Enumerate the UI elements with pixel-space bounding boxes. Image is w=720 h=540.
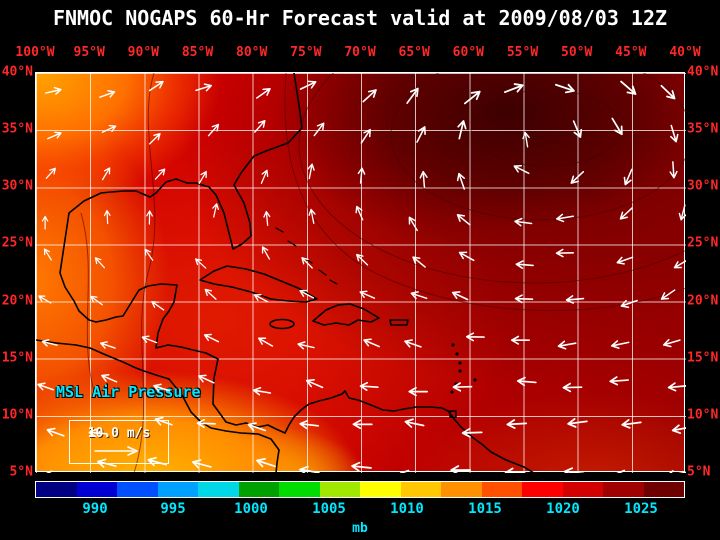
lat-tick-label: 5°N [687, 464, 711, 480]
colorbar-segment [562, 482, 603, 497]
lon-tick-label: 55°W [506, 45, 539, 60]
wind-reference-label: 10.0 m/s [87, 426, 151, 441]
lon-tick-label: 60°W [452, 45, 484, 60]
colorbar-ticks: 990 995 1000 1005 1010 1015 1020 1025 [35, 501, 685, 517]
colorbar-unit: mb [352, 521, 368, 536]
lat-tick-label: 25°N [1, 235, 33, 251]
colorbar-segment [319, 482, 360, 497]
lon-tick-label: 80°W [236, 45, 268, 60]
lat-tick-label: 35°N [687, 121, 719, 137]
colorbar-segment [198, 482, 239, 497]
lon-tick-label: 95°W [73, 45, 105, 60]
colorbar-tick-label: 1015 [468, 501, 502, 517]
lat-tick-label: 20°N [687, 293, 719, 309]
colorbar-tick-label: 1000 [234, 501, 268, 517]
lon-tick-label: 100°W [15, 45, 55, 60]
colorbar-tick-label: 1020 [546, 501, 580, 517]
lon-tick-label: 70°W [344, 45, 376, 60]
lat-tick-label: 30°N [687, 178, 719, 194]
colorbar-tick-label: 990 [82, 501, 108, 517]
coastlines [36, 73, 535, 473]
map-plot: MSL Air Pressure 10.0 m/s [35, 72, 686, 473]
colorbar-segment [360, 482, 401, 497]
wind-vectors [37, 80, 686, 473]
lat-tick-label: 5°N [9, 464, 33, 480]
lat-tick-label: 25°N [687, 235, 719, 251]
field-label: MSL Air Pressure [56, 383, 201, 401]
colorbar-tick-label: 1025 [624, 501, 658, 517]
lon-tick-label: 40°W [669, 45, 701, 60]
lon-tick-label: 85°W [181, 45, 214, 60]
lat-tick-label: 40°N [1, 64, 33, 80]
lat-tick-label: 10°N [1, 407, 33, 423]
lon-tick-label: 75°W [290, 45, 322, 60]
lat-tick-label: 40°N [687, 64, 719, 80]
latitude-axis-left: 40°N 35°N 30°N 25°N 20°N 15°N 10°N 5°N [0, 65, 33, 480]
lat-tick-label: 20°N [1, 293, 33, 309]
wind-reference-arrow-icon [94, 446, 138, 456]
lon-tick-label: 90°W [127, 45, 159, 60]
colorbar-segment [279, 482, 320, 497]
colorbar-segment [157, 482, 198, 497]
isobar-contours [80, 73, 686, 473]
wind-reference-box: 10.0 m/s [69, 420, 169, 464]
lon-tick-label: 45°W [615, 45, 647, 60]
colorbar-segment [400, 482, 441, 497]
lon-tick-label: 50°W [561, 45, 593, 60]
colorbar-tick-label: 1005 [312, 501, 346, 517]
lat-tick-label: 35°N [1, 121, 33, 137]
lat-tick-label: 15°N [1, 350, 33, 366]
lon-tick-label: 65°W [398, 45, 430, 60]
lat-tick-label: 15°N [687, 350, 719, 366]
page-title: FNMOC NOGAPS 60-Hr Forecast valid at 200… [52, 6, 668, 30]
colorbar-tick-label: 995 [160, 501, 186, 517]
lat-tick-label: 30°N [1, 178, 33, 194]
colorbar-segment [481, 482, 522, 497]
colorbar [35, 481, 685, 498]
latitude-axis-right: 40°N 35°N 30°N 25°N 20°N 15°N 10°N 5°N [687, 65, 720, 480]
longitude-axis: 100°W 95°W 90°W 85°W 80°W 75°W 70°W 65°W 60°W 55°… [15, 45, 700, 61]
colorbar-segment [643, 482, 684, 497]
colorbar-segment [238, 482, 279, 497]
colorbar-segment [76, 482, 117, 497]
colorbar-segment [603, 482, 644, 497]
colorbar-tick-label: 1010 [390, 501, 424, 517]
colorbar-segment [36, 482, 77, 497]
colorbar-segment [117, 482, 158, 497]
colorbar-segment [522, 482, 563, 497]
grid-lines [36, 73, 686, 473]
lat-tick-label: 10°N [687, 407, 719, 423]
colorbar-segment [441, 482, 482, 497]
